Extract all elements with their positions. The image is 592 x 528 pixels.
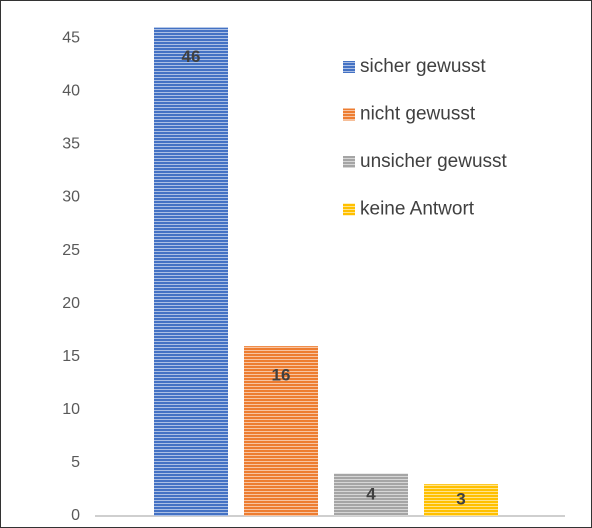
y-tick-label: 10: [62, 401, 80, 418]
legend-swatch: [343, 156, 355, 168]
y-tick-label: 25: [62, 242, 80, 259]
legend-label: nicht gewusst: [360, 104, 476, 125]
y-tick-label: 30: [62, 189, 80, 206]
y-tick-label: 20: [62, 295, 80, 312]
bar: [154, 27, 228, 516]
y-tick-label: 40: [62, 83, 80, 100]
y-tick-label: 45: [62, 29, 80, 46]
bar: [334, 473, 408, 516]
y-tick-label: 15: [62, 348, 80, 365]
legend-label: unsicher gewusst: [360, 151, 508, 172]
bar: [424, 484, 498, 516]
data-label: 3: [456, 490, 465, 509]
data-label: 46: [182, 47, 201, 66]
legend-label: sicher gewusst: [360, 56, 486, 77]
y-tick-label: 0: [71, 507, 80, 524]
bar: [244, 346, 318, 516]
y-tick-label: 35: [62, 136, 80, 153]
legend-swatch: [343, 108, 355, 121]
legend-label: keine Antwort: [360, 199, 475, 220]
legend-swatch: [343, 203, 355, 216]
y-tick-label: 5: [71, 454, 80, 471]
data-label: 16: [272, 366, 291, 385]
legend-swatch: [343, 61, 355, 73]
data-label: 4: [366, 484, 376, 503]
